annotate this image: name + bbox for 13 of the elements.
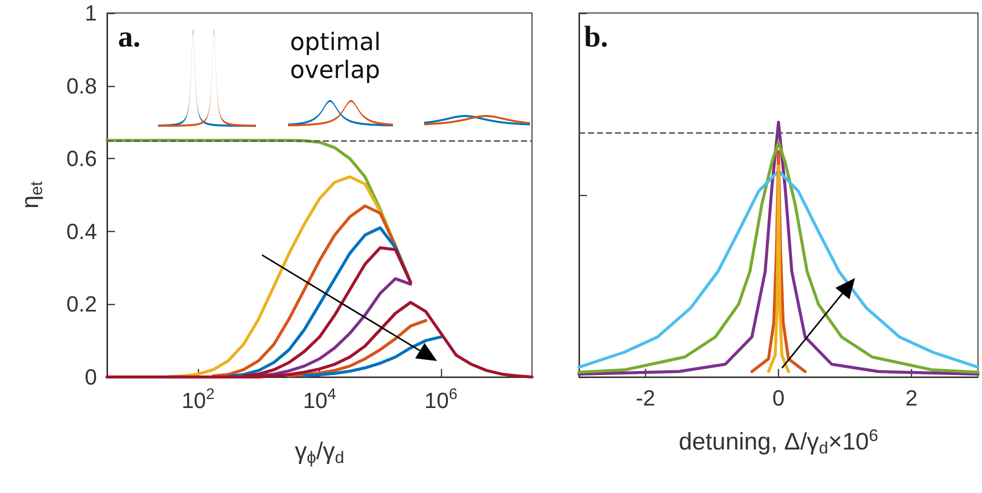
y-tick-label: 0.2 xyxy=(66,292,97,317)
y-tick-label: 0 xyxy=(84,364,97,390)
y-tick-label: 0.4 xyxy=(66,218,97,244)
x-tick-label: 0 xyxy=(772,386,785,410)
y-tick-label: 1 xyxy=(84,0,97,26)
annotation: b. xyxy=(584,20,608,54)
y-tick-label: 0.8 xyxy=(66,73,97,98)
annotation: optimal overlap xyxy=(290,28,388,84)
x-tick-label: -2 xyxy=(636,386,656,410)
y-axis-title: ηet xyxy=(17,180,46,209)
annotation: a. xyxy=(118,20,140,54)
x-tick-label: 2 xyxy=(905,386,918,410)
y-tick-label: 0.6 xyxy=(66,146,97,172)
